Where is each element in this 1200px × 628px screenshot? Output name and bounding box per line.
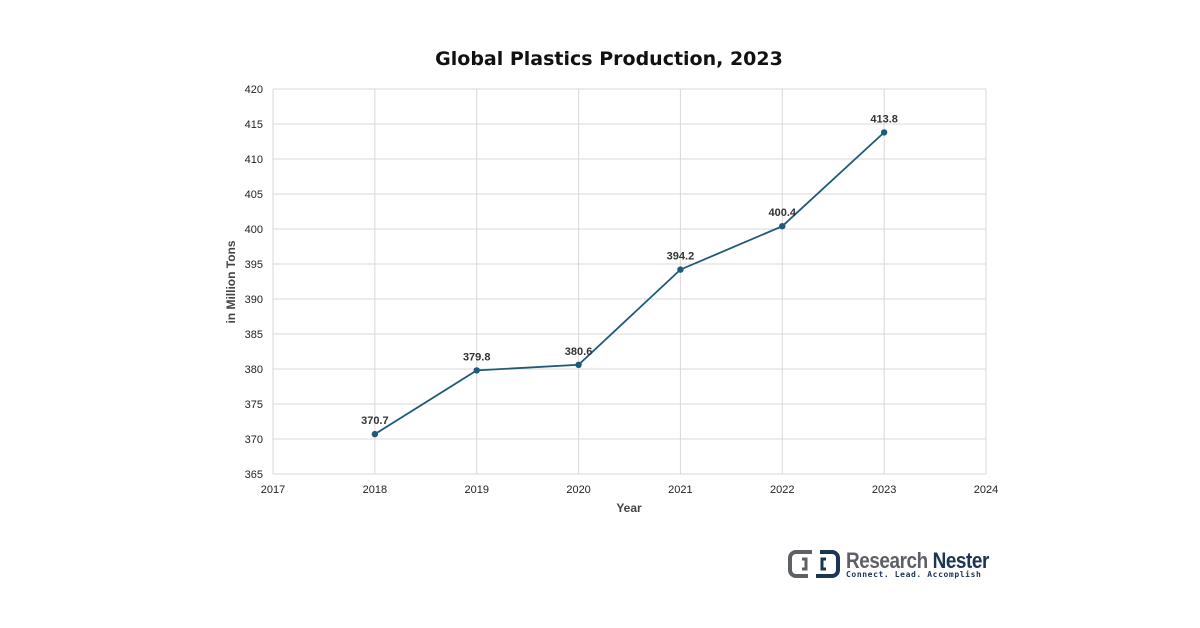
data-label: 379.8 bbox=[463, 351, 491, 363]
data-label: 380.6 bbox=[565, 346, 593, 358]
data-point bbox=[779, 223, 786, 230]
research-nester-logo-icon bbox=[788, 550, 840, 578]
data-label: 394.2 bbox=[667, 251, 695, 263]
data-point bbox=[371, 430, 379, 438]
data-point bbox=[473, 367, 480, 374]
x-tick-label: 2021 bbox=[668, 484, 692, 496]
brand-logo: Research Nester Connect. Lead. Accomplis… bbox=[788, 548, 998, 582]
y-tick-label: 410 bbox=[245, 154, 263, 166]
x-tick-label: 2018 bbox=[363, 484, 387, 496]
data-labels: 370.7 379.8 380.6 394.2 400.4 413.8 bbox=[361, 113, 898, 427]
data-point bbox=[677, 266, 684, 273]
y-tick-label: 415 bbox=[245, 119, 263, 131]
series-line bbox=[374, 131, 885, 435]
y-tick-label: 370 bbox=[245, 434, 263, 446]
y-tick-label: 395 bbox=[245, 259, 263, 271]
data-label: 413.8 bbox=[870, 113, 898, 125]
brand-name-part1: Research bbox=[846, 548, 928, 573]
x-tick-label: 2020 bbox=[566, 484, 590, 496]
y-tick-label: 385 bbox=[245, 329, 263, 341]
x-axis-ticks: 2017 2018 2019 2020 2021 2022 2023 2024 bbox=[261, 484, 998, 496]
x-axis-title: Year bbox=[616, 501, 642, 515]
data-label: 370.7 bbox=[361, 415, 389, 427]
y-axis-ticks: 365 370 375 380 385 390 395 400 405 410 415 420 bbox=[245, 84, 263, 481]
x-tick-label: 2019 bbox=[464, 484, 488, 496]
brand-name-part2: Nester bbox=[932, 548, 990, 573]
y-tick-label: 365 bbox=[245, 469, 263, 481]
x-tick-label: 2023 bbox=[872, 484, 896, 496]
y-tick-label: 380 bbox=[245, 364, 263, 376]
y-axis-title: in Million Tons bbox=[224, 240, 238, 323]
data-point bbox=[575, 361, 582, 368]
y-tick-label: 390 bbox=[245, 294, 263, 306]
x-tick-label: 2022 bbox=[770, 484, 794, 496]
y-tick-label: 420 bbox=[245, 84, 263, 96]
brand-name: Research Nester bbox=[846, 548, 989, 574]
data-point bbox=[880, 129, 888, 136]
data-label: 400.4 bbox=[769, 207, 797, 219]
series bbox=[371, 129, 888, 438]
y-tick-label: 400 bbox=[245, 224, 263, 236]
y-tick-label: 405 bbox=[245, 189, 263, 201]
chart-title: Global Plastics Production, 2023 bbox=[435, 48, 783, 70]
x-tick-label: 2024 bbox=[974, 484, 998, 496]
y-tick-label: 375 bbox=[245, 399, 263, 411]
brand-tagline: Connect. Lead. Accomplish bbox=[846, 570, 982, 579]
grid bbox=[272, 88, 987, 475]
x-tick-label: 2017 bbox=[261, 484, 285, 496]
